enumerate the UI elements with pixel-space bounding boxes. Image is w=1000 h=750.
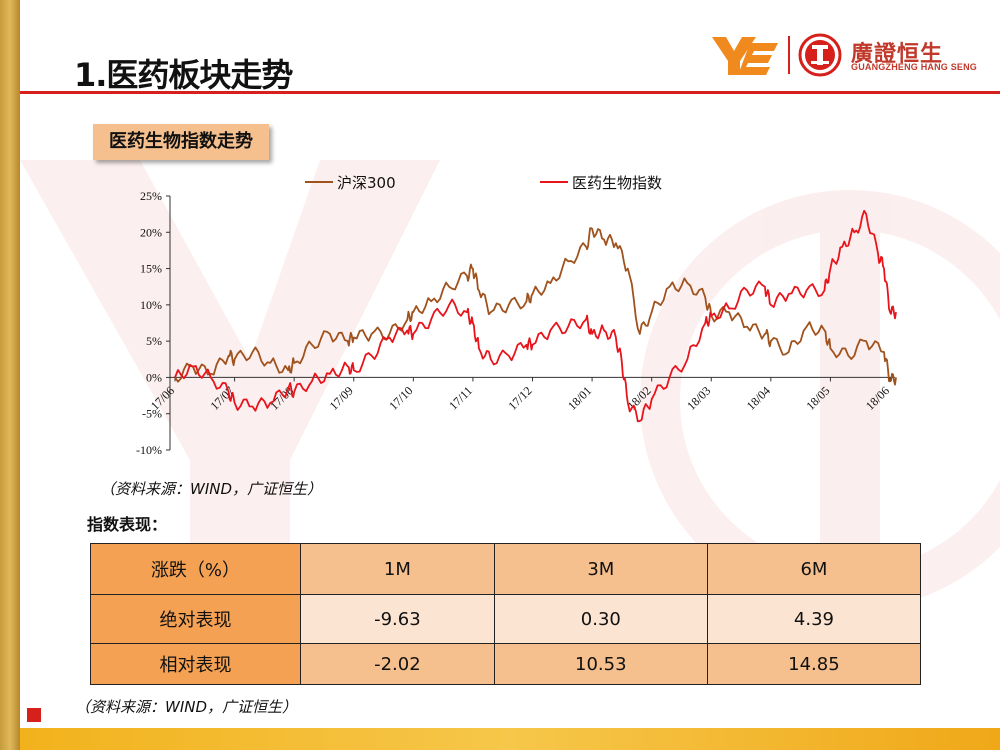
title-underline	[20, 91, 1000, 94]
header-cell-6m: 6M	[706, 543, 922, 595]
y-tick-label: 20%	[140, 225, 162, 239]
y-tick-label: -10%	[136, 443, 162, 457]
logo-divider	[788, 36, 790, 74]
x-tick-label: 17/12	[505, 384, 534, 413]
cell-absolute-1m: -9.63	[300, 594, 495, 644]
table-header-row: 涨跌（%） 1M 3M 6M	[90, 543, 922, 595]
x-tick-label: 17/11	[446, 384, 475, 413]
logo-chinese-name: 廣證恒生	[851, 42, 944, 67]
x-tick-label: 18/06	[863, 384, 892, 413]
section-label: 医药生物指数走势	[93, 124, 269, 160]
y-tick-label: 5%	[146, 334, 162, 348]
x-tick-label: 17/06	[148, 384, 177, 413]
index-trend-chart: 沪深300 医药生物指数 -10% -5% 0% 5% 10% 15% 20% 25% 17/06…	[136, 174, 897, 457]
row-label-absolute: 绝对表现	[90, 594, 301, 644]
y-tick-label: 25%	[140, 189, 162, 203]
y-tick-label: -5%	[142, 407, 162, 421]
series-line-pharma	[174, 209, 897, 423]
ye-logo-icon	[712, 37, 778, 75]
header-cell-3m: 3M	[493, 543, 708, 595]
legend-label: 医药生物指数	[572, 174, 662, 192]
header-cell-1m: 1M	[300, 543, 495, 595]
x-tick-label: 17/10	[386, 384, 415, 413]
x-tick-label: 18/05	[803, 384, 832, 413]
row-label-relative: 相对表现	[90, 643, 301, 685]
x-tick-label: 18/01	[565, 384, 594, 413]
y-tick-label: 15%	[140, 262, 162, 276]
chart-lines	[174, 209, 897, 423]
gzhs-seal-icon	[798, 33, 842, 77]
header-cell-change: 涨跌（%）	[90, 543, 301, 595]
page-title: 1.医药板块走势	[74, 56, 293, 94]
corner-marker	[27, 708, 41, 722]
x-tick-label: 17/09	[327, 384, 356, 413]
cell-relative-1m: -2.02	[300, 643, 495, 685]
left-decor-bar	[0, 0, 20, 750]
cell-relative-3m: 10.53	[493, 643, 708, 685]
cell-absolute-6m: 4.39	[706, 594, 922, 644]
chart-axes: -10%-5%0%5%10%15%20%25%17/06 17/07 17/08 17…	[136, 189, 895, 457]
logo-english-name: GUANGZHENG HANG SENG	[851, 62, 978, 72]
cell-absolute-3m: 0.30	[493, 594, 708, 644]
legend-label: 沪深300	[337, 174, 396, 192]
performance-table: 涨跌（%） 1M 3M 6M 绝对表现 -9.63 0.30 4.39 相对表现…	[90, 543, 922, 685]
y-tick-label: 0%	[146, 370, 162, 384]
cell-relative-6m: 14.85	[706, 643, 922, 685]
y-tick-label: 10%	[140, 298, 162, 312]
x-tick-label: 17/07	[207, 384, 236, 413]
performance-heading: 指数表现：	[87, 515, 168, 534]
bottom-decor-bar	[20, 728, 1000, 750]
chart-legend: 沪深300 医药生物指数	[305, 174, 662, 192]
table-row-absolute: 绝对表现 -9.63 0.30 4.39	[90, 594, 922, 644]
x-tick-label: 18/03	[684, 384, 713, 413]
chart-source-note: （资料来源：WIND，广证恒生）	[100, 480, 323, 498]
table-row-relative: 相对表现 -2.02 10.53 14.85	[90, 643, 922, 685]
x-tick-label: 18/04	[744, 384, 773, 413]
table-source-note: （资料来源：WIND，广证恒生）	[75, 698, 298, 716]
series-line-hs300	[174, 227, 897, 386]
